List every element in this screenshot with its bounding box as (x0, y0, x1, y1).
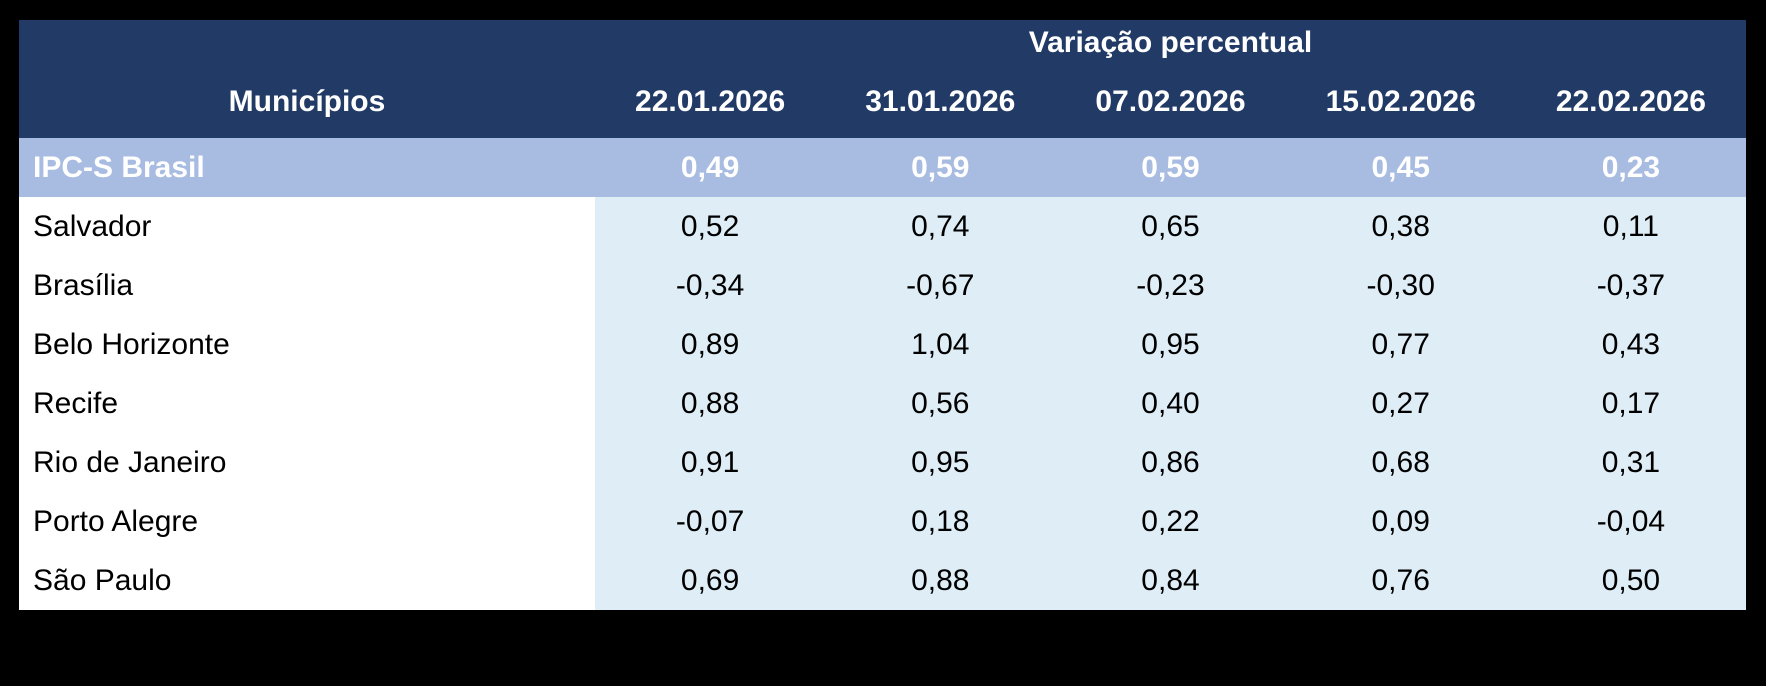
table-row-porto-alegre: Porto Alegre -0,07 0,18 0,22 0,09 -0,04 (19, 492, 1746, 551)
value-cell: 0,95 (911, 445, 970, 479)
value-cell: -0,04 (1596, 504, 1666, 538)
value-cell: 0,43 (1601, 327, 1661, 361)
value-cell: 0,88 (680, 386, 740, 420)
municipality-name-cell: Salvador (19, 197, 595, 256)
summary-value-cell: 0,49 (680, 150, 740, 184)
value-cell: 0,56 (911, 386, 970, 420)
value-cell: -0,30 (1366, 268, 1435, 302)
table-header-columns-row: Municípios 22.01.2026 31.01.2026 07.02.2… (19, 66, 1746, 138)
municipality-name-cell: Porto Alegre (19, 492, 595, 551)
value-cell: 0,40 (1141, 386, 1200, 420)
value-cell: 0,22 (1141, 504, 1200, 538)
column-header-date-5: 22.02.2026 (1555, 85, 1706, 118)
summary-row-ipcs-brasil: IPC-S Brasil 0,49 0,59 0,59 0,45 0,23 (19, 138, 1746, 197)
value-cell: 0,27 (1371, 386, 1430, 420)
table-row-salvador: Salvador 0,52 0,74 0,65 0,38 0,11 (19, 197, 1746, 256)
value-cell: 1,04 (911, 327, 970, 361)
value-cell: -0,23 (1136, 268, 1205, 302)
value-cell: 0,31 (1601, 445, 1661, 479)
value-cell: 0,18 (911, 504, 970, 538)
value-cell: 0,65 (1141, 209, 1200, 243)
summary-value-cell: 0,59 (911, 150, 970, 184)
summary-value-cell: 0,45 (1371, 150, 1430, 184)
column-header-date-4: 15.02.2026 (1325, 85, 1476, 118)
municipality-name-cell: Brasília (19, 256, 595, 315)
table-header-group-row: Variação percentual (19, 20, 1746, 66)
value-cell: 0,89 (680, 327, 740, 361)
value-cell: 0,76 (1371, 563, 1430, 597)
value-cell: 0,91 (680, 445, 740, 479)
value-cell: 0,74 (911, 209, 970, 243)
value-cell: 0,69 (680, 563, 740, 597)
value-cell: 0,84 (1141, 563, 1200, 597)
value-cell: 0,86 (1141, 445, 1200, 479)
ipc-s-variation-table: Variação percentual Municípios 22.01.202… (19, 20, 1746, 610)
value-cell: -0,34 (675, 268, 745, 302)
value-cell: -0,07 (675, 504, 745, 538)
municipality-name-cell: São Paulo (19, 551, 595, 610)
value-cell: 0,52 (680, 209, 740, 243)
table-row-belo-horizonte: Belo Horizonte 0,89 1,04 0,95 0,77 0,43 (19, 315, 1746, 374)
value-cell: -0,67 (906, 268, 975, 302)
value-cell: 0,77 (1371, 327, 1430, 361)
table-row-recife: Recife 0,88 0,56 0,40 0,27 0,17 (19, 374, 1746, 433)
table-row-sao-paulo: São Paulo 0,69 0,88 0,84 0,76 0,50 (19, 551, 1746, 610)
value-cell: 0,38 (1371, 209, 1430, 243)
value-cell: 0,68 (1371, 445, 1430, 479)
value-cell: 0,11 (1602, 209, 1659, 243)
value-cell: 0,09 (1371, 504, 1430, 538)
municipality-name-cell: Recife (19, 374, 595, 433)
value-cell: 0,50 (1601, 563, 1661, 597)
value-cell: -0,37 (1596, 268, 1666, 302)
column-header-municipios: Municípios (228, 85, 386, 118)
value-cell: 0,88 (911, 563, 970, 597)
column-header-date-3: 07.02.2026 (1095, 85, 1246, 118)
municipality-name-cell: Rio de Janeiro (19, 433, 595, 492)
table-row-brasilia: Brasília -0,34 -0,67 -0,23 -0,30 -0,37 (19, 256, 1746, 315)
table-row-rio-de-janeiro: Rio de Janeiro 0,91 0,95 0,86 0,68 0,31 (19, 433, 1746, 492)
column-header-date-1: 22.01.2026 (635, 85, 786, 118)
summary-value-cell: 0,23 (1601, 150, 1661, 184)
column-header-date-2: 31.01.2026 (865, 85, 1016, 118)
value-cell: 0,95 (1141, 327, 1200, 361)
summary-row-label: IPC-S Brasil (33, 150, 205, 184)
header-spacer (19, 20, 595, 66)
value-cell: 0,17 (1601, 386, 1661, 420)
table-group-header: Variação percentual (1028, 26, 1313, 59)
summary-value-cell: 0,59 (1141, 150, 1200, 184)
municipality-name-cell: Belo Horizonte (19, 315, 595, 374)
